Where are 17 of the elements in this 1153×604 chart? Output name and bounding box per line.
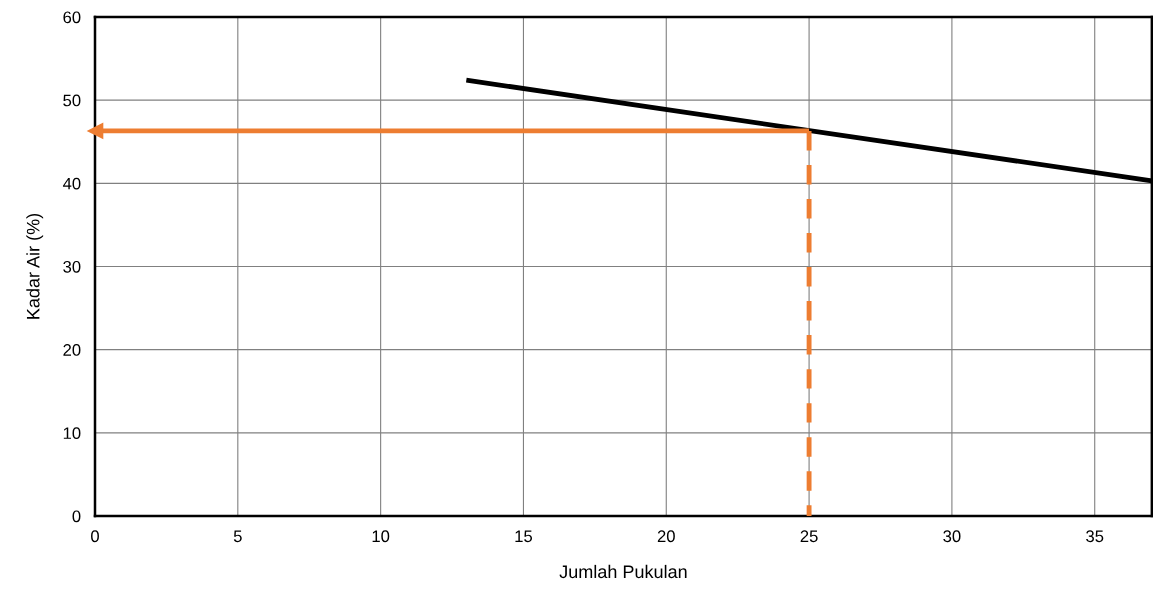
x-tick-label: 30 <box>943 530 961 543</box>
x-axis-title: Jumlah Pukulan <box>559 564 687 579</box>
y-axis-title: Kadar Air (%) <box>26 213 44 319</box>
x-tick-label: 5 <box>233 530 242 543</box>
x-tick-label: 0 <box>91 530 99 543</box>
y-tick-label: 50 <box>63 94 81 107</box>
y-tick-label: 40 <box>62 177 81 190</box>
x-tick-label: 25 <box>800 530 818 543</box>
y-tick-label: 10 <box>63 427 81 440</box>
x-tick-label: 35 <box>1086 530 1104 543</box>
y-tick-label: 30 <box>63 260 81 273</box>
x-tick-label: 15 <box>515 530 533 543</box>
x-tick-label: 10 <box>372 530 390 543</box>
y-tick-label: 0 <box>72 510 81 523</box>
x-tick-label: 20 <box>657 530 675 543</box>
y-tick-label: 20 <box>63 344 81 356</box>
y-tick-label: 60 <box>63 11 81 24</box>
